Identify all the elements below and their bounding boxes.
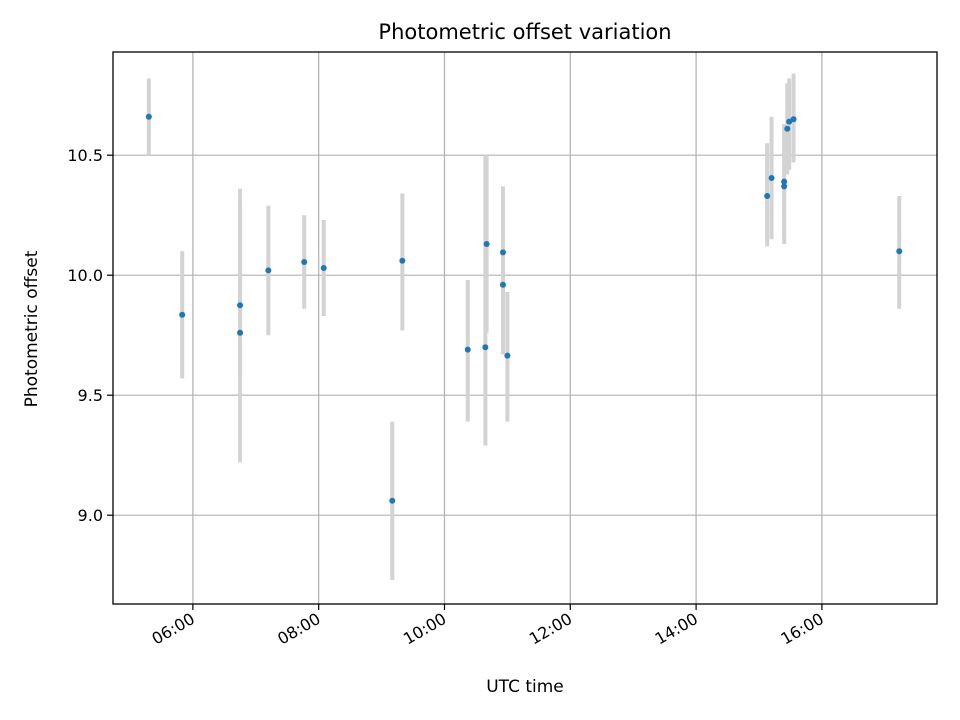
data-point xyxy=(786,118,793,125)
data-point xyxy=(781,178,788,185)
data-point xyxy=(179,311,186,318)
data-point xyxy=(237,302,244,309)
y-tick-label: 10.0 xyxy=(67,266,103,285)
y-axis-label: Photometric offset xyxy=(22,250,42,407)
y-tick-label: 9.0 xyxy=(78,506,103,525)
data-point xyxy=(145,113,152,120)
y-axis-ticks: 9.0 9.5 10.0 10.5 xyxy=(67,146,113,525)
data-point xyxy=(482,344,489,351)
x-tick-label: 14:00 xyxy=(652,609,701,649)
x-tick-label: 16:00 xyxy=(777,609,826,649)
plot-frame xyxy=(112,51,938,605)
chart-title: Photometric offset variation xyxy=(378,20,671,44)
x-tick-label: 12:00 xyxy=(526,609,575,649)
y-tick-label: 10.5 xyxy=(67,146,103,165)
data-point xyxy=(399,257,406,264)
data-point xyxy=(790,116,797,123)
x-tick-label: 10:00 xyxy=(400,609,449,649)
data-point xyxy=(504,352,511,359)
data-point xyxy=(896,248,903,255)
error-bars xyxy=(146,73,902,580)
x-tick-label: 06:00 xyxy=(148,609,197,649)
data-point xyxy=(483,241,490,247)
data-point xyxy=(499,249,506,256)
data-point xyxy=(768,175,775,181)
data-point xyxy=(389,497,396,504)
data-point xyxy=(764,193,771,199)
data-points xyxy=(145,113,903,504)
x-axis-label: UTC time xyxy=(486,677,564,697)
data-point xyxy=(265,267,272,274)
data-point xyxy=(301,259,308,265)
data-point xyxy=(781,183,788,190)
y-tick-label: 9.5 xyxy=(78,386,103,405)
data-point xyxy=(499,281,506,288)
data-point xyxy=(237,329,244,336)
x-axis-ticks: 06:00 08:00 10:00 12:00 14:00 16:00 xyxy=(148,604,827,649)
grid xyxy=(113,52,937,604)
data-point xyxy=(320,265,327,271)
x-tick-label: 08:00 xyxy=(274,609,323,649)
data-point xyxy=(464,346,471,353)
data-point xyxy=(784,125,791,132)
